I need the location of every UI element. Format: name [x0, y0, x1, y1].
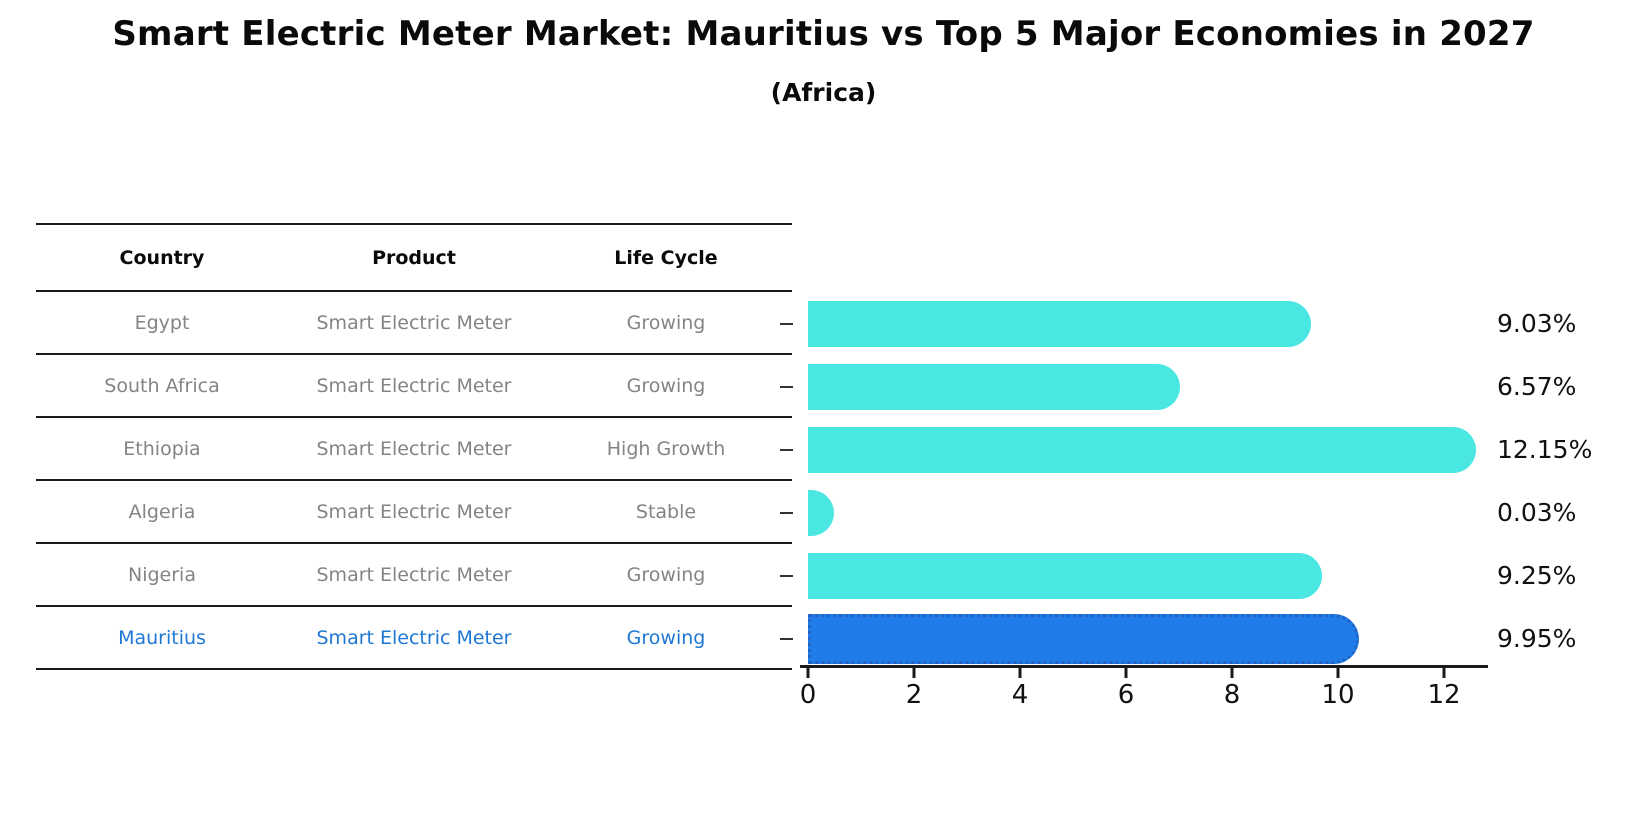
x-axis-line — [800, 665, 1488, 668]
cell-life-cycle: Growing — [626, 374, 706, 397]
header-cell-product: Product — [372, 246, 456, 269]
x-axis-tick — [1230, 668, 1234, 678]
table-row: Mauritius Smart Electric Meter Growing — [36, 607, 792, 670]
y-axis-tick — [780, 385, 793, 388]
table-row: South Africa Smart Electric Meter Growing — [36, 355, 792, 418]
chart-subtitle: (Africa) — [770, 78, 877, 107]
y-axis-tick — [780, 322, 793, 325]
x-axis-tick — [806, 668, 810, 678]
y-axis-tick — [780, 511, 793, 514]
cell-product: Smart Electric Meter — [316, 374, 512, 397]
x-axis-tick-label: 10 — [1321, 680, 1355, 710]
value-label: 12.15% — [1497, 434, 1593, 464]
cell-country: South Africa — [104, 374, 220, 397]
bar-egypt — [808, 300, 1311, 347]
page-title: Smart Electric Meter Market: Mauritius v… — [112, 14, 1535, 54]
cell-product: Smart Electric Meter — [316, 311, 512, 334]
value-label: 9.25% — [1497, 560, 1577, 590]
x-axis-tick — [912, 668, 916, 678]
x-axis-tick-label: 12 — [1427, 680, 1461, 710]
cell-product: Smart Electric Meter — [316, 500, 512, 523]
value-label: 6.57% — [1497, 371, 1577, 401]
value-label: 9.95% — [1497, 623, 1577, 653]
x-axis-tick-label: 4 — [1011, 680, 1029, 710]
x-axis-tick — [1442, 668, 1446, 678]
bar-south-africa — [808, 363, 1181, 410]
x-axis-tick — [1018, 668, 1022, 678]
x-axis-tick-label: 6 — [1117, 680, 1135, 710]
cell-product: Smart Electric Meter — [316, 626, 512, 649]
table-row: Nigeria Smart Electric Meter Growing — [36, 544, 792, 607]
table-row: Egypt Smart Electric Meter Growing — [36, 292, 792, 355]
cell-country: Nigeria — [128, 563, 196, 586]
cell-country: Mauritius — [118, 626, 206, 649]
cell-country: Egypt — [134, 311, 190, 334]
bar-nigeria — [808, 552, 1323, 599]
cell-country: Algeria — [128, 500, 196, 523]
cell-country: Ethiopia — [123, 437, 201, 460]
comparison-table: Country Product Life Cycle Egypt Smart El… — [36, 223, 792, 670]
bar-ethiopia — [808, 426, 1476, 473]
y-axis-tick — [780, 448, 793, 451]
cell-product: Smart Electric Meter — [316, 563, 512, 586]
x-axis-tick — [1124, 668, 1128, 678]
x-axis-tick-label: 0 — [799, 680, 817, 710]
y-axis-tick — [780, 574, 793, 577]
cell-life-cycle: High Growth — [606, 437, 726, 460]
cell-life-cycle: Growing — [626, 626, 706, 649]
value-label: 0.03% — [1497, 497, 1577, 527]
table-header-row: Country Product Life Cycle — [36, 225, 792, 292]
cell-life-cycle: Stable — [635, 500, 697, 523]
table-row: Algeria Smart Electric Meter Stable — [36, 481, 792, 544]
x-axis-tick-label: 2 — [905, 680, 923, 710]
cell-product: Smart Electric Meter — [316, 437, 512, 460]
bar-algeria — [808, 489, 834, 536]
x-axis-tick — [1336, 668, 1340, 678]
value-label: 9.03% — [1497, 308, 1577, 338]
x-axis-tick-label: 8 — [1223, 680, 1241, 710]
header-cell-country: Country — [119, 246, 205, 269]
table-row: Ethiopia Smart Electric Meter High Growth — [36, 418, 792, 481]
cell-life-cycle: Growing — [626, 311, 706, 334]
y-axis-tick — [780, 637, 793, 640]
header-cell-lifecycle: Life Cycle — [614, 246, 718, 269]
cell-life-cycle: Growing — [626, 563, 706, 586]
bar-mauritius — [808, 613, 1360, 664]
